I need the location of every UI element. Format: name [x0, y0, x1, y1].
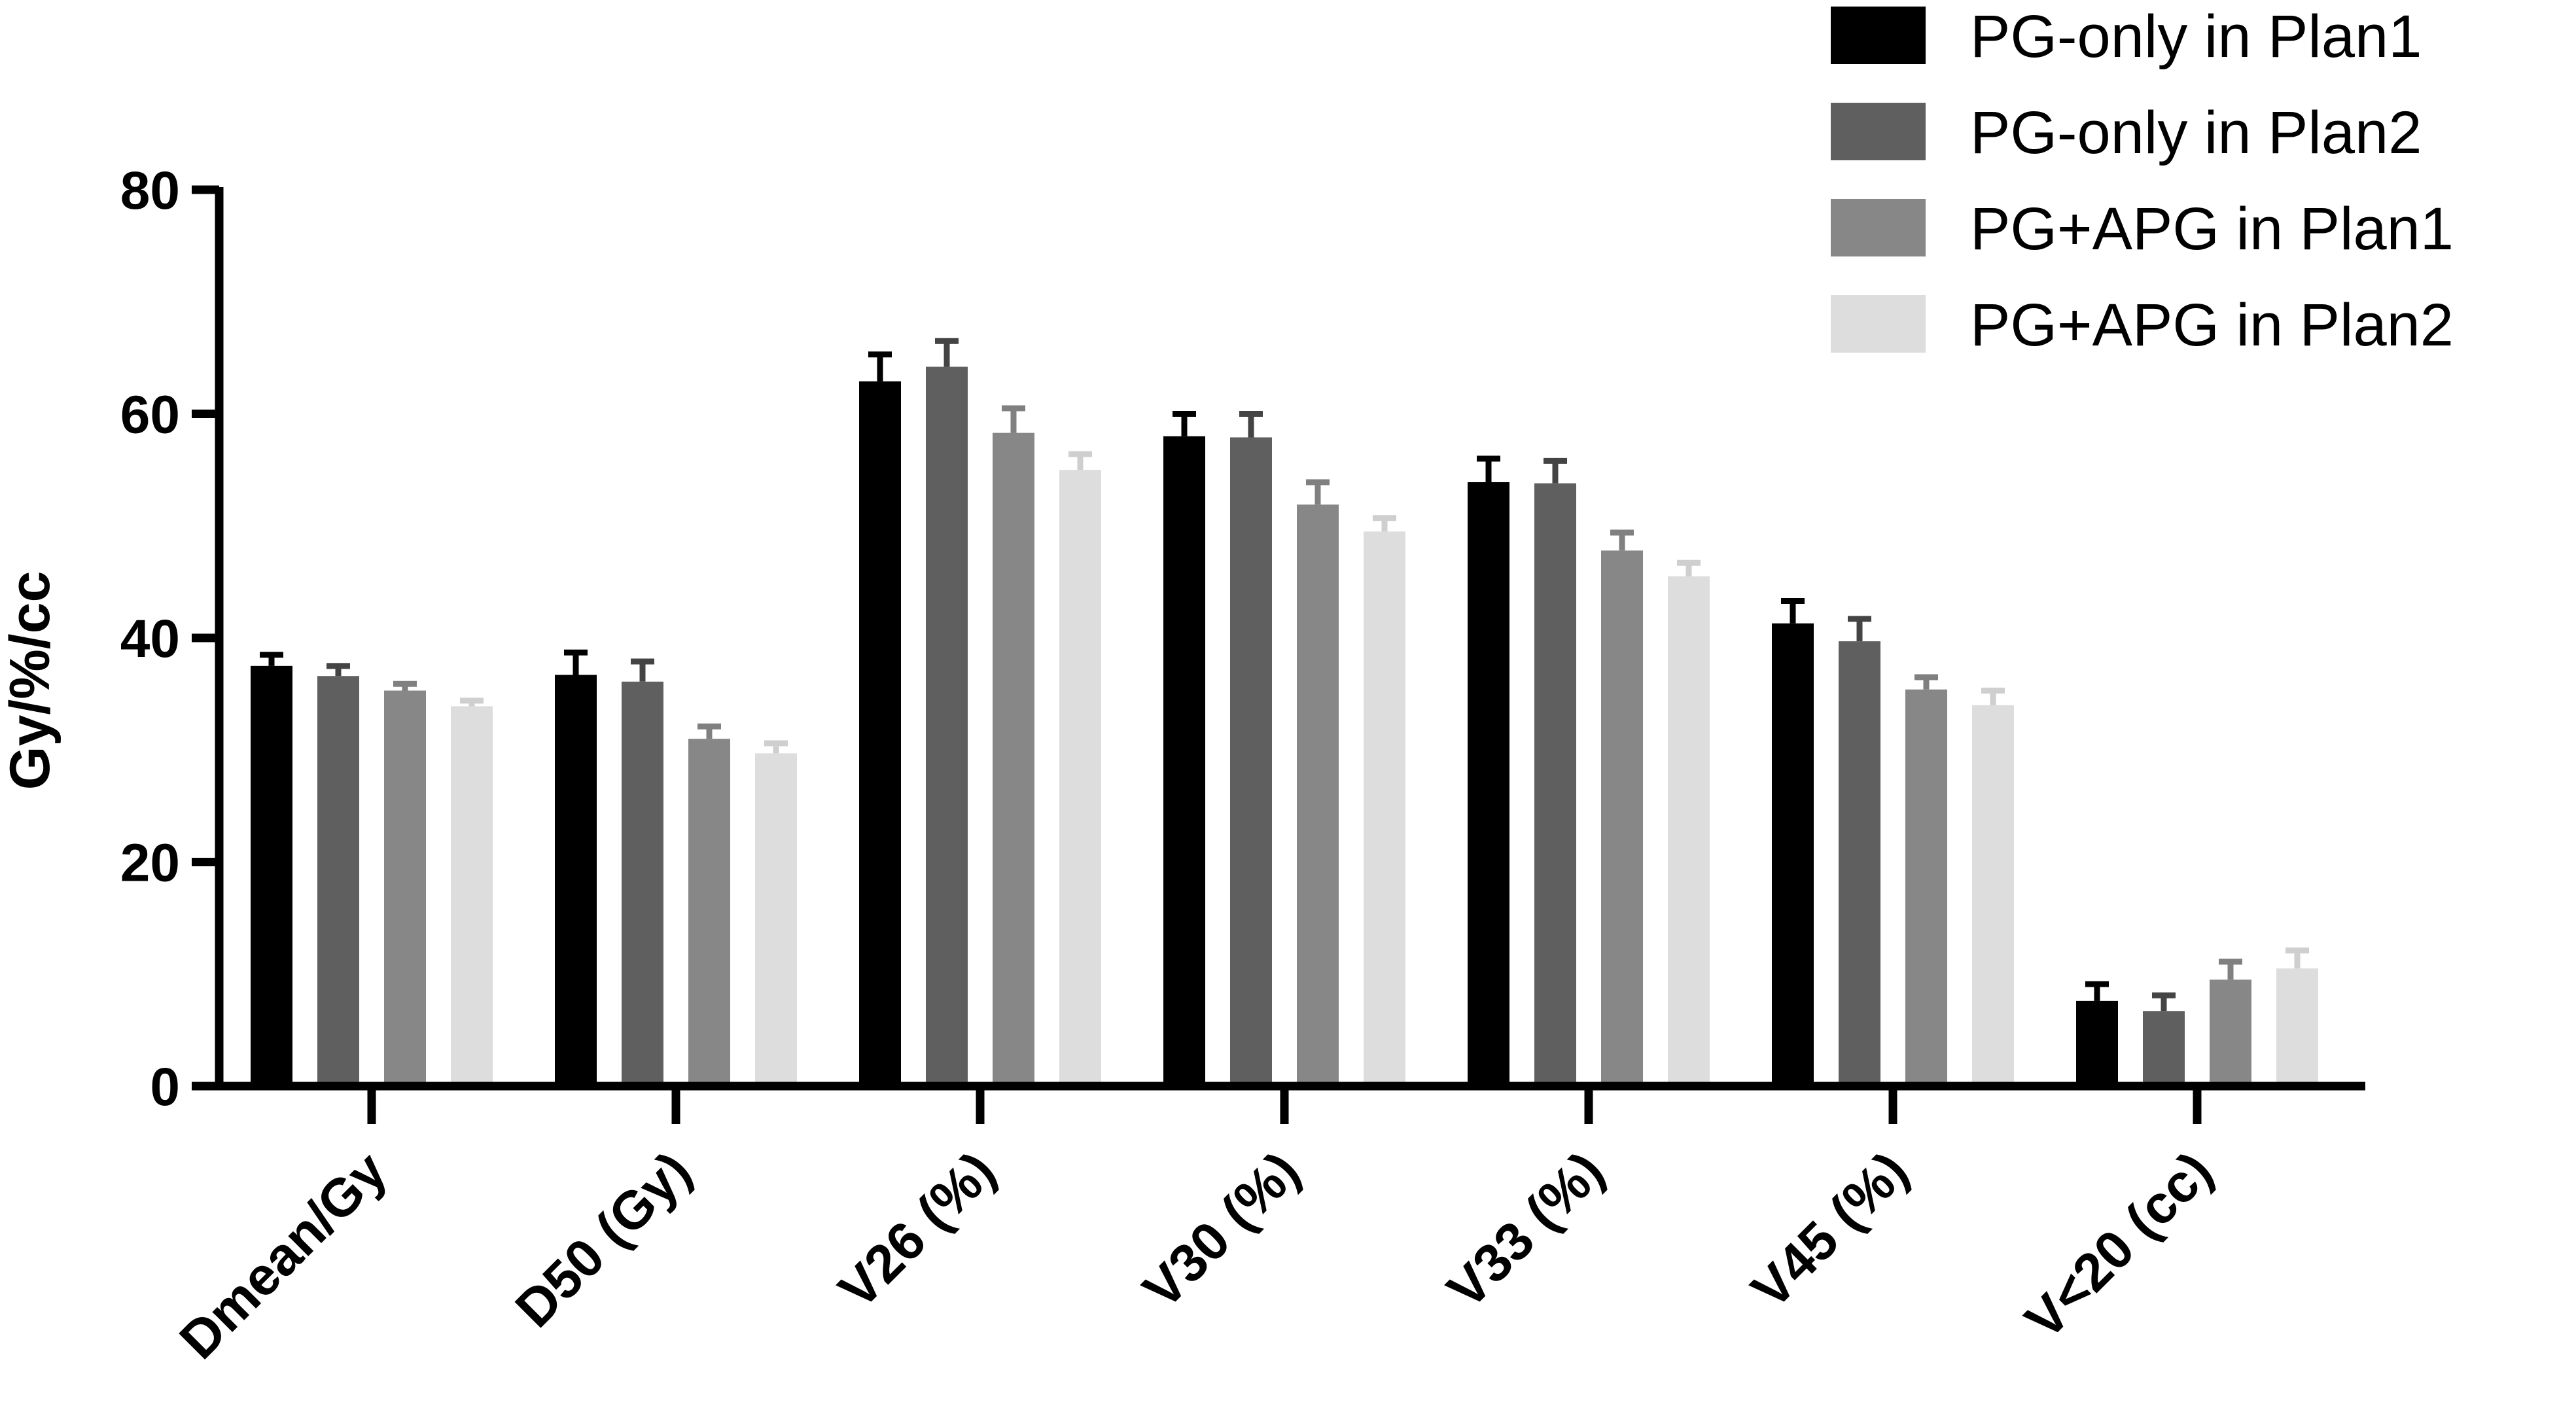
x-category-label-4: V30 (%): [1132, 1140, 1311, 1320]
bar-s3-c3: [993, 432, 1034, 1086]
x-category-label-3: V26 (%): [828, 1140, 1007, 1320]
y-axis-title: Gy/%/cc: [0, 571, 62, 790]
bar-s1-c2: [555, 675, 597, 1086]
bar-s4-c6: [1972, 705, 2014, 1086]
bar-s4-c3: [1059, 470, 1101, 1086]
bar-s4-c5: [1668, 576, 1710, 1086]
legend-swatch-4: [1831, 295, 1926, 353]
bar-s3-c2: [688, 739, 730, 1086]
y-tick-label-0: 0: [150, 1057, 180, 1117]
x-category-label-5: V33 (%): [1436, 1140, 1615, 1320]
bar-s4-c4: [1364, 531, 1405, 1086]
legend-swatch-3: [1831, 199, 1926, 256]
bar-s4-c7: [2276, 968, 2318, 1086]
legend-label-2: PG-only in Plan2: [1970, 99, 2422, 166]
bars-layer: [251, 366, 2318, 1087]
legend: PG-only in Plan1 PG-only in Plan2 PG+APG i…: [1831, 3, 2454, 359]
legend-label-3: PG+APG in Plan1: [1970, 196, 2454, 262]
bar-s2-c2: [622, 681, 663, 1086]
legend-swatch-1: [1831, 7, 1926, 64]
y-tick-label-80: 80: [120, 161, 180, 220]
x-category-label-1: Dmean/Gy: [169, 1140, 398, 1370]
bar-s2-c3: [926, 366, 968, 1087]
legend-label-1: PG-only in Plan1: [1970, 3, 2422, 70]
bar-s3-c5: [1601, 550, 1643, 1086]
bar-s3-c7: [2210, 979, 2251, 1086]
axes-layer: [192, 185, 2365, 1124]
legend-swatch-2: [1831, 103, 1926, 160]
bar-s2-c4: [1230, 437, 1272, 1086]
bar-s1-c4: [1163, 436, 1205, 1086]
legend-label-4: PG+APG in Plan2: [1970, 292, 2454, 359]
bar-s1-c6: [1772, 623, 1814, 1086]
x-category-label-7: V<20 (cc): [2014, 1140, 2224, 1350]
y-tick-label-40: 40: [120, 609, 180, 669]
bar-s3-c1: [384, 690, 426, 1086]
bar-s3-c4: [1297, 504, 1339, 1086]
bar-s1-c1: [251, 665, 292, 1086]
bar-s4-c1: [451, 706, 493, 1086]
bar-s2-c7: [2143, 1011, 2185, 1086]
x-category-label-6: V45 (%): [1740, 1140, 1920, 1320]
bar-s1-c3: [859, 381, 901, 1086]
error-bars-layer: [260, 338, 2309, 1012]
y-tick-label-60: 60: [120, 385, 180, 445]
bar-s2-c6: [1839, 641, 1880, 1086]
bar-s3-c6: [1905, 689, 1947, 1086]
y-tick-label-20: 20: [120, 834, 180, 893]
bar-s1-c5: [1468, 482, 1509, 1086]
bar-s1-c7: [2076, 1000, 2118, 1086]
bar-s4-c2: [755, 753, 797, 1086]
bar-s2-c1: [317, 676, 359, 1086]
bar-s2-c5: [1534, 483, 1576, 1086]
x-category-label-2: D50 (Gy): [504, 1140, 703, 1339]
